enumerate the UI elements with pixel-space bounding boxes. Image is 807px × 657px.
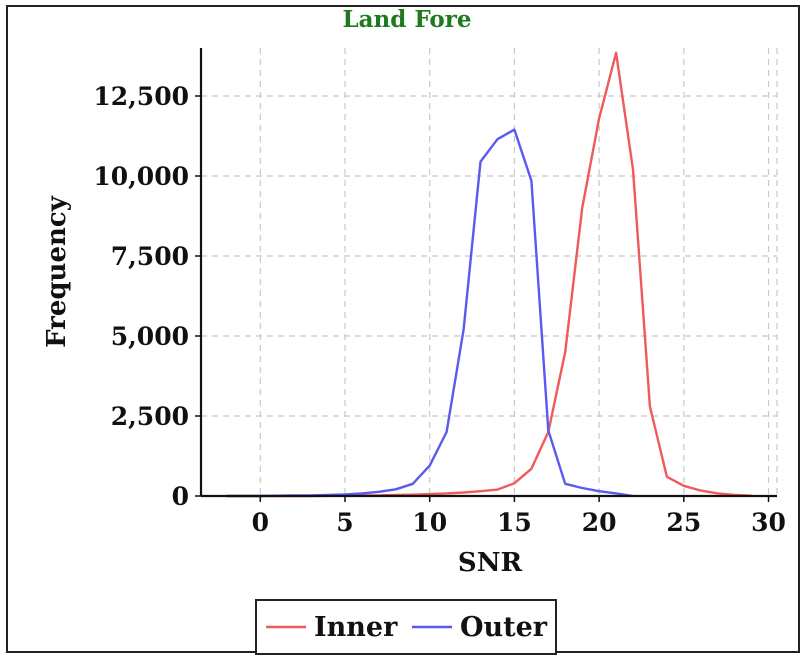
- x-tick-label: 10: [412, 508, 447, 537]
- x-tick-label: 5: [336, 508, 353, 537]
- legend-label-inner: Inner: [314, 612, 398, 643]
- x-tick-label: 20: [582, 508, 617, 537]
- y-tick-label: 2,500: [111, 402, 189, 431]
- x-axis-label: SNR: [458, 548, 523, 578]
- chart-title: Land Fore: [342, 6, 471, 33]
- y-axis-label: Frequency: [42, 195, 72, 348]
- x-tick-label: 25: [666, 508, 701, 537]
- axes: [199, 48, 777, 498]
- y-tick-label: 10,000: [93, 162, 189, 191]
- chart-frame: [6, 5, 800, 653]
- y-tick-label: 7,500: [111, 242, 189, 271]
- x-tick-label: 30: [751, 508, 786, 537]
- gridlines: [201, 48, 778, 496]
- x-tick-label: 0: [252, 508, 269, 537]
- y-tick-label: 0: [172, 482, 189, 511]
- plot-series: [226, 51, 752, 498]
- x-axis-ticks: 0 5 10 15 20 25 30: [252, 496, 786, 537]
- y-tick-label: 5,000: [111, 322, 189, 351]
- y-axis-ticks: 0 2,500 5,000 7,500 10,000 12,500: [93, 82, 201, 511]
- series-line-inner: [226, 51, 752, 498]
- y-tick-label: 12,500: [93, 82, 189, 111]
- x-tick-label: 15: [497, 508, 532, 537]
- legend: Inner Outer: [255, 599, 557, 655]
- legend-label-outer: Outer: [460, 612, 548, 643]
